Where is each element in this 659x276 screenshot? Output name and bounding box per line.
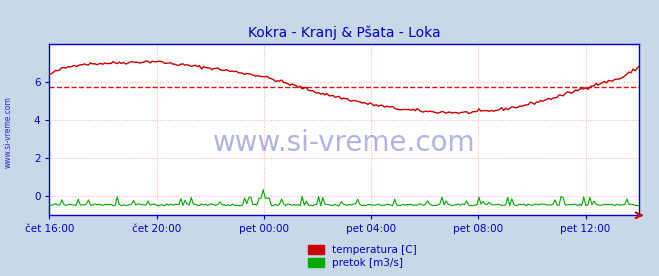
Legend: temperatura [C], pretok [m3/s]: temperatura [C], pretok [m3/s] [308,245,416,268]
Text: www.si-vreme.com: www.si-vreme.com [3,97,13,168]
Title: Kokra - Kranj & Pšata - Loka: Kokra - Kranj & Pšata - Loka [248,26,441,40]
Text: www.si-vreme.com: www.si-vreme.com [213,129,476,157]
